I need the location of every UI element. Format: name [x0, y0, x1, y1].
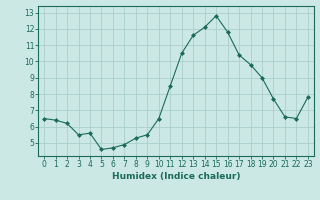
X-axis label: Humidex (Indice chaleur): Humidex (Indice chaleur): [112, 172, 240, 181]
